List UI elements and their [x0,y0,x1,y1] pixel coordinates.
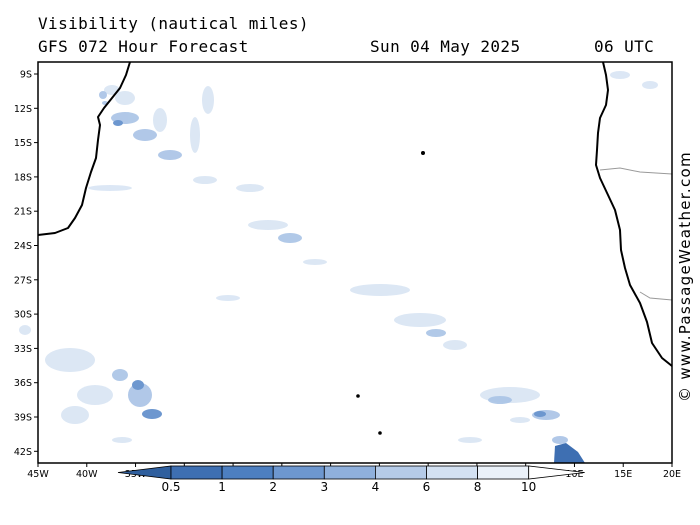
latitude-axis: 9S 12S 15S 18S 21S 24S 27S 30S 33S 36S 39S 42S [14,70,38,458]
lat-label: 39S [14,413,32,424]
credit-watermark: © www.PassageWeather.com [676,151,694,402]
visibility-legend: 0.5 1 2 3 4 6 8 10 [117,465,585,494]
legend-label: 8 [474,480,482,494]
legend-label: 10 [521,480,536,494]
lon-label: 45W [27,469,49,480]
lat-label: 21S [14,207,32,218]
lat-label: 9S [20,70,32,81]
legend-label: 2 [269,480,277,494]
lon-label: 40W [76,469,98,480]
islands [356,151,425,435]
legend-swatch [477,465,530,480]
chart-title: Visibility (nautical miles) [38,14,309,33]
legend-max-arrow [528,465,585,480]
forecast-date: Sun 04 May 2025 [370,37,521,56]
legend-label: 4 [372,480,380,494]
legend-swatch [272,465,325,480]
lat-label: 18S [14,172,32,183]
lat-label: 36S [14,378,32,389]
legend-label: 0.5 [161,480,180,494]
lon-label: 20E [663,469,681,480]
legend-swatch [374,465,427,480]
lon-label: 10E [565,469,583,480]
coastlines [37,61,673,367]
legend-label: 3 [320,480,328,494]
legend-swatch [170,465,223,480]
legend-label: 6 [423,480,431,494]
lat-label: 15S [14,138,32,149]
legend-swatch [426,465,478,480]
lat-label: 27S [14,275,32,286]
lat-label: 12S [14,104,32,115]
lat-label: 42S [14,447,32,458]
legend-label: 1 [218,480,226,494]
lon-label: 15E [614,469,632,480]
forecast-model-label: GFS 072 Hour Forecast [38,37,249,56]
lat-label: 33S [14,344,32,355]
forecast-time: 06 UTC [594,37,655,56]
country-borders [599,167,673,301]
lat-label: 24S [14,241,32,252]
legend-swatch [221,465,274,480]
legend-swatch [323,465,376,480]
lat-label: 30S [14,310,32,321]
map-frame [37,61,673,464]
visibility-fields [19,71,658,463]
